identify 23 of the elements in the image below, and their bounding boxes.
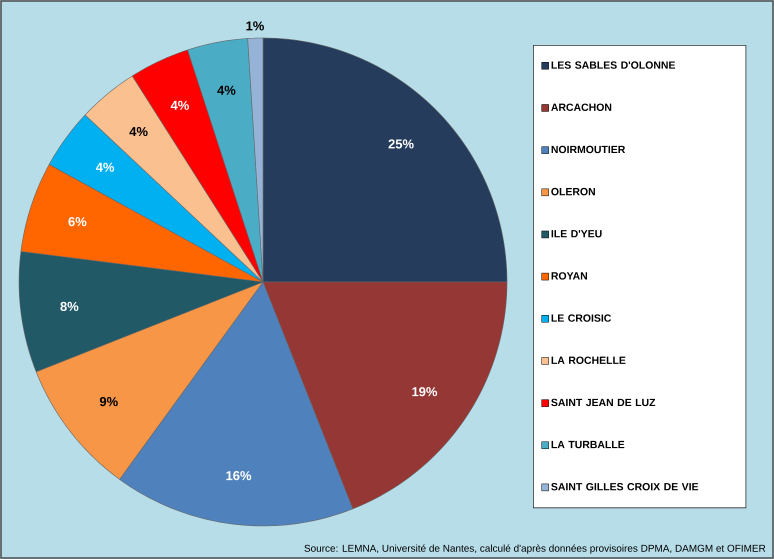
legend-label: LES SABLES D'OLONNE [552,61,676,69]
source-note: Source: LEMNA, Université de Nantes, calculé d'après données provisoires DPMA, DAMGM et OFIMER [304,544,766,554]
data-label: 4% [96,162,114,172]
data-label: 4% [129,127,148,136]
data-label: 9% [100,397,118,406]
legend-label: ARCACHON [551,104,612,111]
legend-label: LE CROISIC [552,314,612,322]
data-label: 25% [388,139,414,149]
data-label: 1% [246,21,264,30]
data-label: 8% [60,302,78,312]
data-label: 6% [68,217,86,226]
legend-label: OLERON [551,188,595,196]
legend-label: SAINT GILLES CROIX DE VIE [551,483,698,490]
data-label: 4% [170,100,189,110]
data-label: 19% [412,387,438,396]
data-label: 4% [217,86,236,95]
data-label: 16% [226,471,252,480]
legend-label: ROYAN [552,272,588,280]
legend-label: SAINT JEAN DE LUZ [551,398,656,406]
legend-label: ILE D'YEU [552,230,602,238]
legend-label: NOIRMOUTIER [552,146,626,154]
legend-label: LA TURBALLE [552,440,624,448]
legend-label: LA ROCHELLE [552,356,626,364]
